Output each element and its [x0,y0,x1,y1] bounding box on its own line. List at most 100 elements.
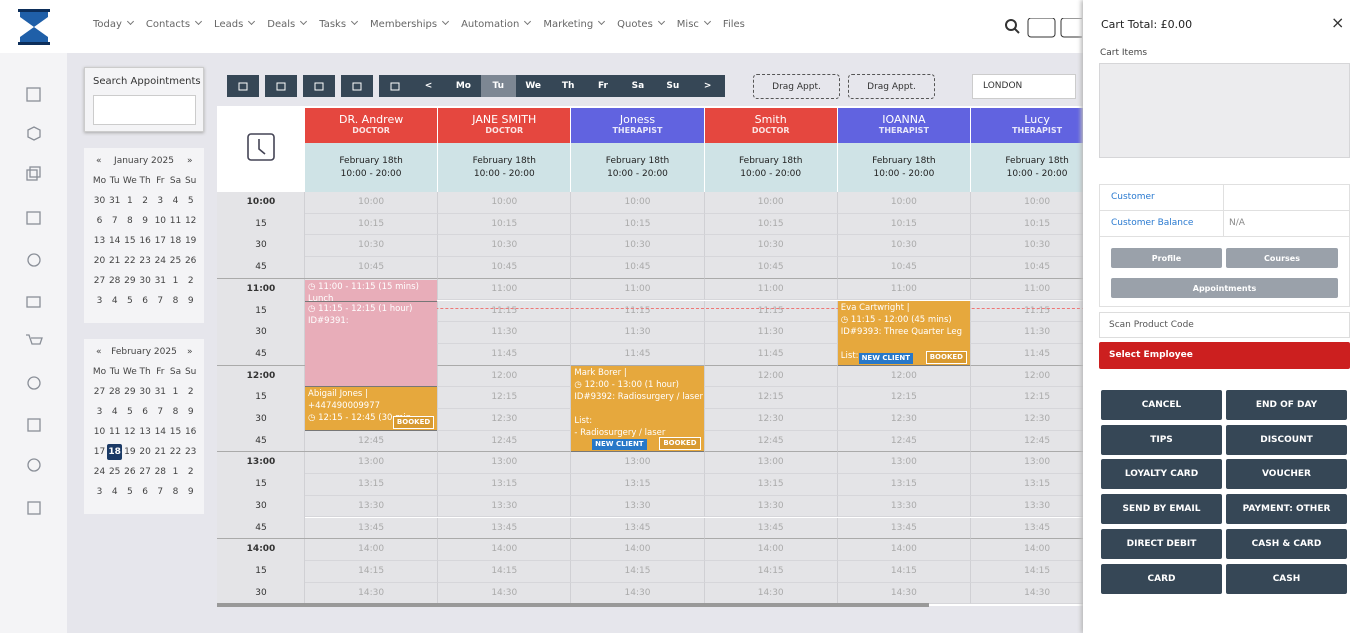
slot[interactable]: 13:45 [704,517,838,540]
location-select[interactable]: LONDON [972,74,1076,99]
slot[interactable]: 13:30 [837,495,971,518]
slot[interactable]: 12:45 [305,430,439,453]
slot[interactable]: 12:00 [971,365,1083,388]
slot[interactable]: 11:15 [438,300,572,323]
day-button[interactable]: Th [550,75,586,97]
sidebar-icons[interactable] [24,85,44,525]
action-button[interactable]: VOUCHER [1226,459,1347,490]
nav-item[interactable]: Deals [267,19,306,30]
slot[interactable]: 12:45 [704,430,838,453]
slot[interactable]: 11:00 [971,278,1083,301]
slot[interactable]: 14:30 [305,582,439,605]
day[interactable]: 8 [172,296,179,306]
slot[interactable]: 11:30 [571,322,705,344]
next-month[interactable]: » [187,156,193,166]
day[interactable]: 16 [139,236,151,246]
day-button[interactable]: > [690,75,726,97]
slot[interactable]: 10:45 [837,257,971,279]
slot[interactable]: 14:15 [971,560,1083,583]
day[interactable]: 31 [154,276,167,286]
day[interactable]: 12 [124,427,136,437]
day[interactable]: 15 [124,236,136,246]
day[interactable]: 25 [108,467,121,477]
slot[interactable]: 14:15 [571,560,705,583]
day[interactable]: 8 [172,487,179,497]
day[interactable]: 4 [172,196,179,206]
day[interactable]: 28 [154,467,167,477]
tool-button[interactable] [303,75,335,97]
day[interactable]: 18 [107,444,123,460]
day[interactable]: 29 [124,276,136,286]
tool-button[interactable] [341,75,373,97]
slot[interactable]: 10:45 [971,257,1083,279]
day[interactable]: 30 [139,387,151,397]
slot[interactable]: 10:45 [704,257,838,279]
appointment[interactable]: ◷ 11:15 - 12:15 (1 hour) ID#9391: [305,302,438,387]
nav-item[interactable]: Quotes [617,19,664,30]
tool-button[interactable] [265,75,297,97]
slot[interactable]: 10:45 [438,257,572,279]
day-button[interactable]: Sa [620,75,656,97]
slot[interactable]: 14:00 [704,539,838,561]
day[interactable]: 5 [127,487,133,497]
day[interactable]: 9 [187,487,194,497]
day[interactable]: 1 [172,467,179,477]
slot[interactable]: 12:00 [837,365,971,388]
day[interactable]: 9 [142,216,148,226]
slot[interactable]: 13:00 [704,452,838,475]
day[interactable]: 4 [111,487,118,497]
day[interactable]: 8 [172,407,179,417]
slot[interactable]: 11:45 [571,343,705,366]
day[interactable]: 19 [184,236,197,246]
day[interactable]: 2 [142,196,148,206]
slot[interactable]: 11:00 [571,278,705,301]
slot[interactable]: 12:30 [704,409,838,431]
logo[interactable] [16,8,52,46]
slot[interactable]: 12:30 [971,409,1083,431]
day[interactable]: 8 [127,216,133,226]
slot[interactable]: 12:45 [438,430,572,453]
day[interactable]: 2 [187,467,194,477]
slot[interactable]: 10:15 [305,213,439,236]
slot[interactable]: 11:30 [704,322,838,344]
day[interactable]: 10 [93,427,106,437]
slot[interactable]: 13:00 [571,452,705,475]
slot[interactable]: 11:00 [704,278,838,301]
day[interactable]: 22 [124,256,136,266]
slot[interactable]: 11:45 [704,343,838,366]
day[interactable]: 24 [154,256,167,266]
slot[interactable]: 13:00 [837,452,971,475]
day[interactable]: 16 [184,427,197,437]
slot[interactable]: 12:45 [971,430,1083,453]
day[interactable]: 13 [139,427,151,437]
action-button[interactable]: DISCOUNT [1226,424,1347,455]
day[interactable]: 19 [124,447,136,457]
slot[interactable]: 13:45 [571,517,705,540]
appointment[interactable]: Abigail Jones | +447490009977 ◷ 12:15 - 12… [305,387,438,431]
slot[interactable]: 13:00 [438,452,572,475]
action-button[interactable]: DIRECT DEBIT [1101,528,1222,559]
slot[interactable]: 12:15 [438,387,572,409]
day[interactable]: 3 [96,487,103,497]
day[interactable]: 5 [127,296,133,306]
day[interactable]: 24 [93,467,106,477]
day[interactable]: 13 [93,236,106,246]
day[interactable]: 11 [169,216,182,226]
day[interactable]: 9 [187,296,194,306]
day[interactable]: 21 [108,256,121,266]
day[interactable]: 31 [154,387,167,397]
day[interactable]: 29 [124,387,136,397]
day[interactable]: 5 [187,196,194,206]
day[interactable]: 2 [187,276,194,286]
search-input[interactable] [93,95,196,125]
day[interactable]: 10 [154,216,167,226]
day[interactable]: 22 [169,447,182,457]
appointment[interactable]: Eva Cartwright | ◷ 11:15 - 12:00 (45 mins… [837,301,970,366]
day[interactable]: 21 [154,447,167,457]
top-icons[interactable] [1004,18,1082,38]
day[interactable]: 7 [157,407,164,417]
slot[interactable]: 11:30 [971,322,1083,344]
day[interactable]: 6 [142,487,148,497]
day[interactable]: 30 [93,196,106,206]
slot[interactable]: 12:30 [837,409,971,431]
